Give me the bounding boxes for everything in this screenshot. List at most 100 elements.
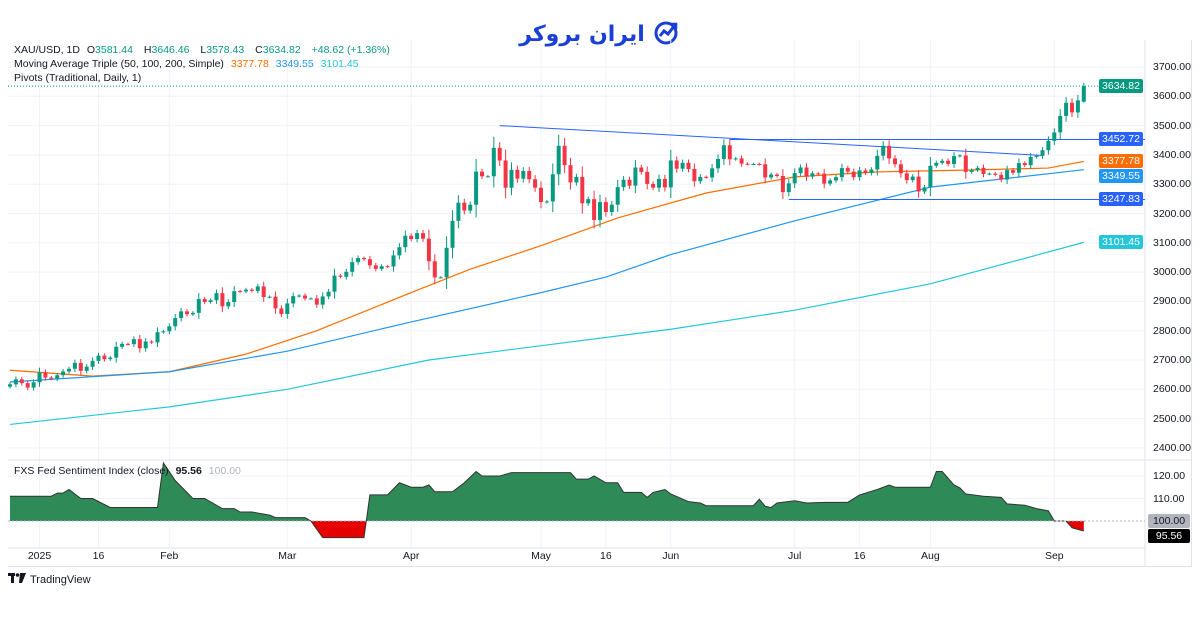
price-badge: 3634.82 (1099, 79, 1143, 94)
candle-body (108, 357, 113, 360)
price-tick-label: 2800.00 (1153, 324, 1191, 337)
candle-body (603, 202, 608, 213)
date-tick-label: Jul (787, 550, 802, 562)
price-tick-label: 2600.00 (1153, 383, 1191, 396)
price-tick-label: 3100.00 (1153, 236, 1191, 249)
candle-body (792, 173, 797, 184)
date-tick-label: Aug (921, 550, 940, 562)
candle-body (539, 187, 543, 203)
candle-body (143, 341, 148, 349)
brand-name: ایران بروکر (519, 21, 645, 47)
candle-body (969, 170, 974, 172)
candle-body (786, 183, 791, 193)
candle-body (31, 382, 36, 388)
candle-body (745, 163, 750, 165)
price-tick-label: 2400.00 (1153, 441, 1191, 454)
candle-body (763, 164, 768, 178)
candle-body (533, 179, 538, 188)
candle-body (67, 368, 71, 372)
sentiment-legend[interactable]: FXS Fed Sentiment Index (close) 95.56 10… (14, 465, 245, 477)
price-tick-label: 3600.00 (1153, 90, 1191, 103)
price-tick-label: 2700.00 (1153, 354, 1191, 366)
candle-body (320, 296, 325, 305)
moving-average-line-ma50 (9, 160, 1084, 377)
candle-body (721, 145, 726, 160)
candle-body (226, 301, 231, 307)
candle-body (562, 145, 567, 166)
candle-body (474, 171, 479, 205)
candle-body (421, 233, 425, 239)
price-tick-label: 3300.00 (1153, 178, 1191, 191)
candle-body (674, 160, 679, 169)
candle-body (190, 312, 195, 315)
date-tick-label: Apr (403, 550, 420, 562)
candle-body (657, 178, 661, 188)
candle-body (1052, 132, 1057, 141)
candle-body (96, 355, 101, 361)
sentiment-badge: 95.56 (1148, 529, 1190, 543)
candle-body (314, 298, 319, 305)
candle-body (686, 162, 691, 169)
ma50-value: 3377.78 (230, 58, 269, 70)
price-badge: 3377.78 (1099, 154, 1143, 169)
pivot-line (499, 125, 1043, 156)
tradingview-label: TradingView (30, 573, 91, 586)
candle-body (131, 339, 136, 345)
candle-body (13, 379, 18, 385)
candle-body (356, 258, 361, 263)
tradingview-watermark: TradingView (8, 573, 91, 586)
sentiment-line (10, 461, 1084, 539)
candle-body (845, 168, 850, 172)
candle-body (61, 371, 66, 376)
candle-body (662, 178, 667, 188)
candle-body (1070, 102, 1074, 113)
date-tick-label: Mar (278, 550, 297, 562)
candle-body (444, 247, 449, 278)
brand-header: ایران بروکر (0, 16, 1200, 52)
candle-body (727, 145, 732, 160)
candle-body (898, 164, 903, 174)
ma100-value: 3349.55 (275, 58, 314, 70)
candle-body (609, 204, 614, 213)
candle-body (491, 147, 496, 177)
candle-body (497, 147, 502, 161)
candle-body (993, 173, 998, 175)
candle-body (615, 187, 620, 205)
candle-body (362, 258, 366, 260)
sentiment-tick-label: 120.00 (1153, 470, 1186, 482)
candle-body (503, 160, 508, 188)
date-tick-label: Jun (662, 550, 680, 562)
candle-body (155, 332, 160, 343)
candle-body (834, 177, 838, 181)
candle-body (1081, 86, 1086, 102)
pivots-legend[interactable]: Pivots (Traditional, Daily, 1) (14, 72, 145, 84)
date-tick-label: 16 (92, 550, 105, 562)
candle-body (19, 379, 24, 384)
candle-body (344, 271, 349, 277)
candle-body (450, 220, 455, 248)
candle-body (72, 362, 77, 369)
date-tick-label: 2025 (27, 550, 52, 562)
candle-body (963, 155, 968, 172)
date-tick-label: 16 (600, 550, 612, 562)
candle-body (975, 167, 980, 171)
sentiment-badge: 100.00 (1148, 514, 1190, 528)
ma-legend[interactable]: Moving Average Triple (50, 100, 200, Sim… (14, 58, 363, 70)
ohlc-low: L3578.43 (200, 44, 245, 56)
candle-body (137, 339, 142, 349)
candle-body (822, 173, 827, 184)
ma-title: Moving Average Triple (50, 100, 200, Sim… (14, 58, 224, 70)
candle-body (544, 201, 549, 203)
candle-body (350, 262, 355, 272)
ma200-value: 3101.45 (320, 58, 359, 70)
candle-body (940, 160, 945, 163)
candle-body (43, 372, 48, 378)
candle-body (692, 168, 697, 182)
candle-body (285, 303, 290, 314)
candle-body (379, 266, 384, 269)
price-tick-label: 2900.00 (1153, 295, 1191, 308)
candle-body (521, 171, 526, 179)
candle-body (214, 293, 219, 301)
candle-body (881, 145, 886, 156)
